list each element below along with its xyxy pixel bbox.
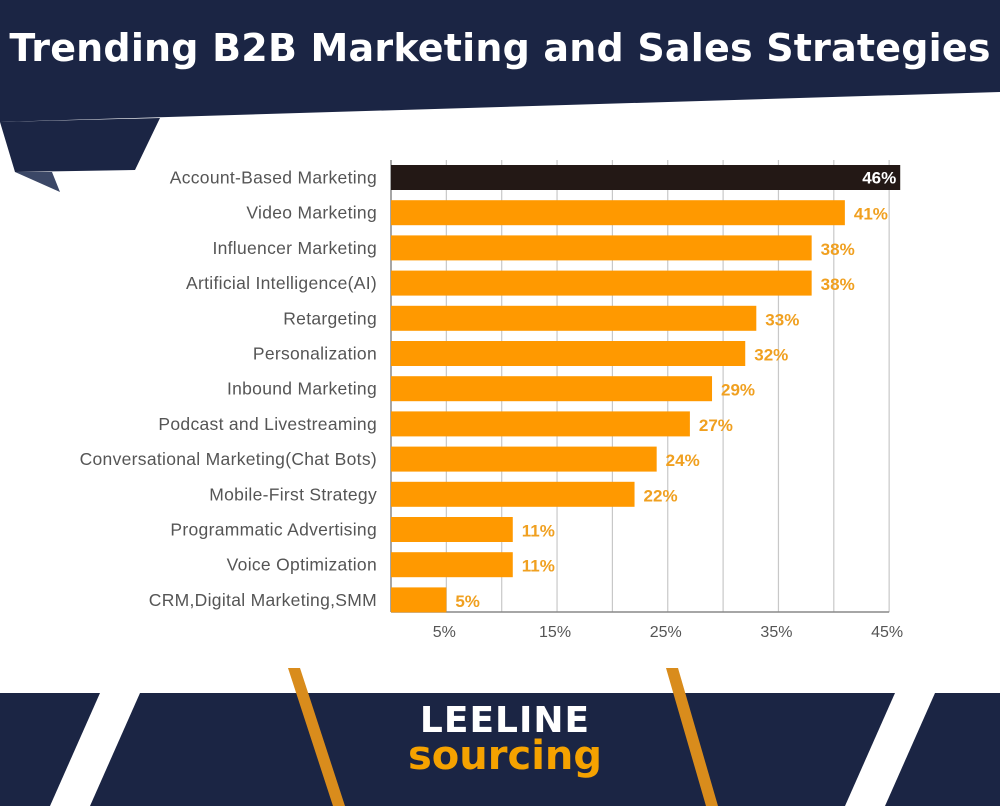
ribbon-fold (0, 118, 160, 172)
category-label: CRM,Digital Marketing,SMM (149, 590, 377, 610)
bar (391, 517, 513, 542)
bar (391, 481, 635, 507)
data-label: 41% (854, 205, 888, 224)
bar (391, 411, 690, 437)
data-label: 27% (699, 416, 733, 435)
x-tick-label: 15% (539, 624, 571, 641)
data-label: 11% (522, 557, 555, 576)
data-label: 22% (644, 486, 678, 505)
category-label: Artificial Intelligence(AI) (186, 273, 377, 293)
category-label: Personalization (253, 344, 377, 364)
header-banner (0, 0, 1000, 122)
category-label: Voice Optimization (227, 555, 377, 575)
bar (391, 552, 513, 578)
category-label: Programmatic Advertising (170, 520, 377, 540)
bar (391, 587, 447, 613)
bar (391, 446, 657, 472)
data-label: 24% (666, 451, 700, 470)
footer-banner (0, 693, 1000, 806)
footer-stripe-left (50, 693, 140, 806)
brand-logo-line2: sourcing (407, 733, 603, 779)
category-label: Video Marketing (246, 203, 377, 223)
data-label: 33% (765, 310, 799, 329)
data-label: 38% (821, 275, 855, 294)
x-tick-label: 35% (760, 624, 792, 641)
x-tick-label: 5% (433, 624, 456, 641)
bar (391, 376, 713, 402)
data-label: 38% (821, 240, 855, 259)
brand-logo-line1: LEELINE (419, 700, 591, 741)
x-tick-label: 45% (871, 624, 903, 641)
page-title: Trending B2B Marketing and Sales Strateg… (9, 26, 991, 70)
bar (391, 270, 812, 296)
data-label: 11% (522, 522, 555, 541)
bar (391, 200, 845, 226)
category-label: Mobile-First Strategy (209, 484, 377, 504)
footer-stripe-right (845, 693, 935, 806)
bar (391, 305, 757, 331)
x-tick-label: 25% (650, 624, 682, 641)
footer-accent-right (666, 668, 718, 806)
category-label: Account-Based Marketing (170, 168, 377, 188)
footer-accent-left (288, 668, 345, 806)
ribbon-tail (15, 172, 60, 192)
category-label: Podcast and Livestreaming (158, 414, 377, 434)
data-label: 29% (721, 381, 755, 400)
category-label: Retargeting (283, 308, 377, 328)
category-label: Inbound Marketing (227, 379, 377, 399)
bar (391, 341, 746, 366)
category-label: Influencer Marketing (212, 238, 377, 258)
bar (391, 165, 901, 190)
category-label: Conversational Marketing(Chat Bots) (80, 449, 377, 469)
bar (391, 235, 812, 261)
data-label: 5% (455, 592, 480, 611)
data-label: 32% (754, 346, 788, 365)
data-label: 46% (862, 169, 896, 188)
